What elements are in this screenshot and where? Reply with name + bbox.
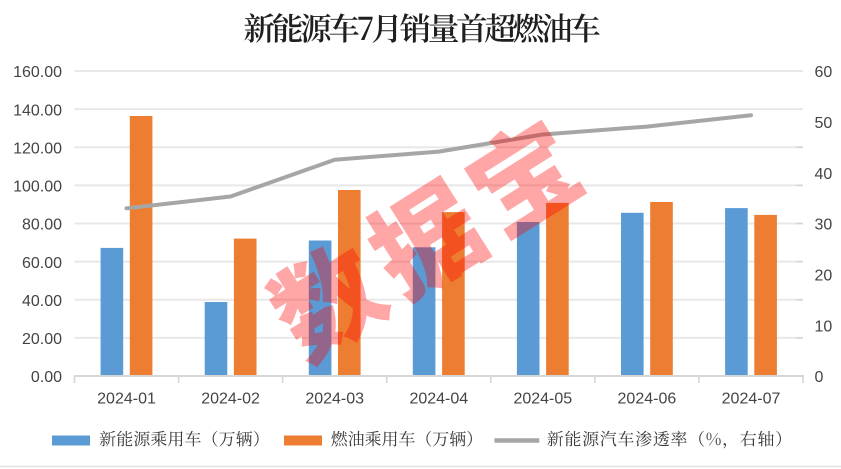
svg-text:120.00: 120.00: [13, 140, 62, 157]
svg-text:2024-07: 2024-07: [722, 391, 781, 408]
svg-text:20.00: 20.00: [22, 331, 62, 348]
svg-text:2024-01: 2024-01: [97, 391, 156, 408]
svg-text:40: 40: [815, 166, 833, 183]
svg-text:0: 0: [815, 369, 824, 386]
svg-text:2024-05: 2024-05: [513, 391, 572, 408]
svg-text:2024-06: 2024-06: [618, 391, 677, 408]
svg-text:60.00: 60.00: [22, 255, 62, 272]
svg-text:40.00: 40.00: [22, 293, 62, 310]
svg-text:20: 20: [815, 268, 833, 285]
svg-text:2024-04: 2024-04: [409, 391, 468, 408]
svg-text:2024-03: 2024-03: [305, 391, 364, 408]
svg-text:100.00: 100.00: [13, 179, 62, 196]
svg-text:60: 60: [815, 64, 833, 81]
svg-text:10: 10: [815, 318, 833, 335]
svg-text:160.00: 160.00: [13, 64, 62, 81]
svg-text:50: 50: [815, 115, 833, 132]
svg-text:2024-02: 2024-02: [201, 391, 260, 408]
svg-text:140.00: 140.00: [13, 102, 62, 119]
svg-text:80.00: 80.00: [22, 217, 62, 234]
svg-text:30: 30: [815, 217, 833, 234]
svg-text:0.00: 0.00: [31, 369, 62, 386]
